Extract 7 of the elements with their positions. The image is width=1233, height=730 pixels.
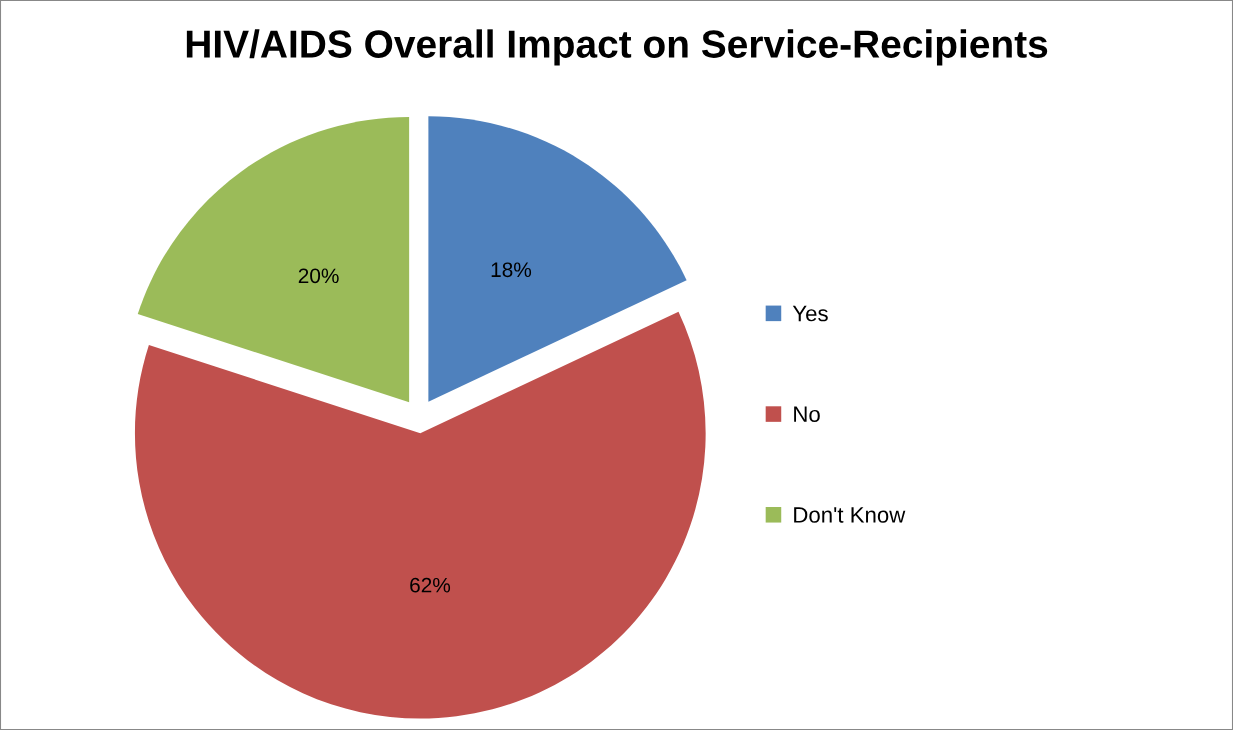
legend-label: No xyxy=(794,406,820,423)
chart-title: HIV/AIDS Overall Impact on Service-Recipients xyxy=(186,29,1048,66)
legend-label: Yes xyxy=(792,305,828,322)
data-label: 62% xyxy=(410,577,451,593)
data-label: 18% xyxy=(491,262,532,278)
data-label: 20% xyxy=(298,268,339,284)
legend-label: Don't Know xyxy=(794,507,906,523)
